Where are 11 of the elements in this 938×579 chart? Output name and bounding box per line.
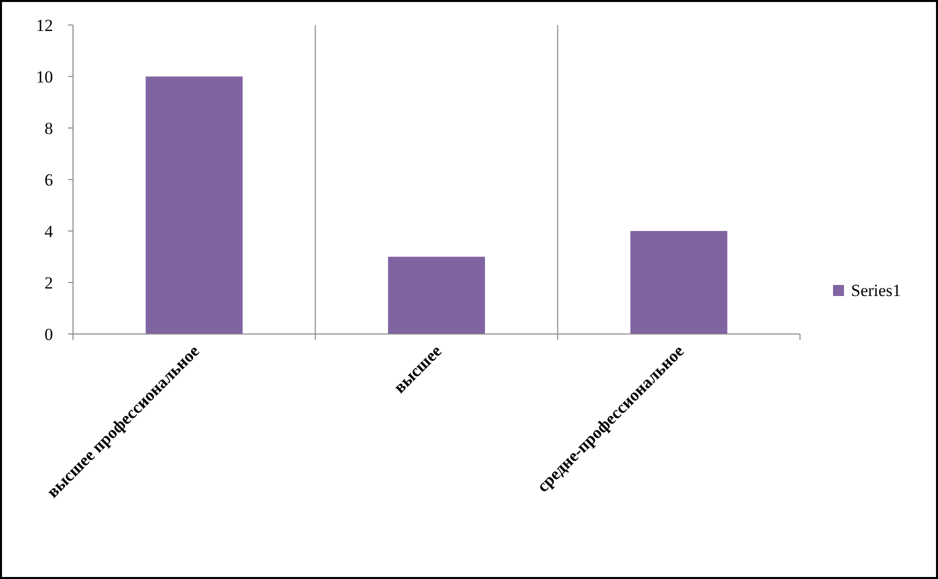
y-tick-label: 4 [44, 222, 54, 241]
y-tick-label: 2 [44, 273, 53, 292]
bar [630, 231, 728, 334]
y-tick-label: 12 [36, 16, 53, 35]
bar [388, 256, 485, 334]
y-tick-label: 8 [44, 118, 53, 138]
y-tick-label: 10 [36, 67, 53, 86]
bar [146, 76, 243, 334]
y-tick-label: 0 [44, 324, 53, 344]
legend-label: Series1 [851, 280, 902, 300]
y-tick-label: 6 [44, 170, 53, 190]
